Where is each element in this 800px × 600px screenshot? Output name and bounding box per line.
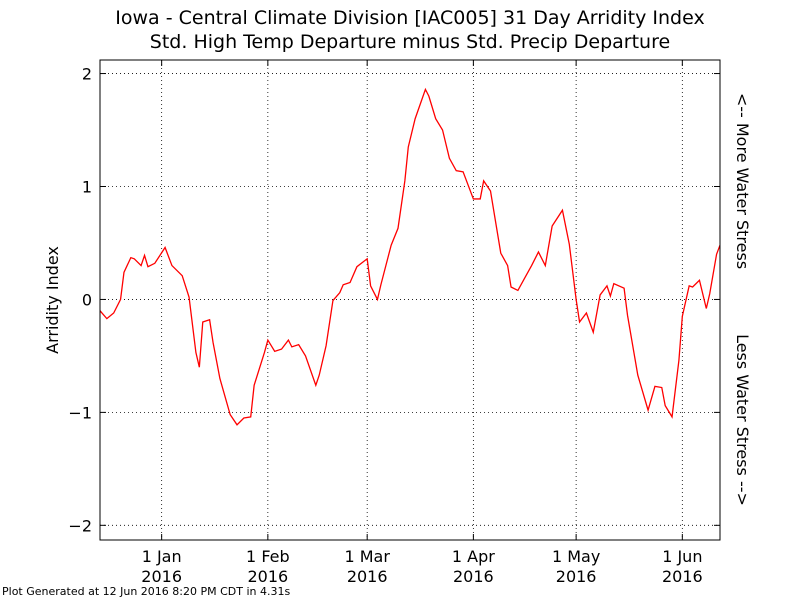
data-line: [100, 87, 720, 426]
x-tick-label-line: 1 Jan: [142, 547, 182, 566]
y-tick-label: −2: [68, 516, 92, 535]
x-tick-label-line: 1 Feb: [246, 547, 290, 566]
chart-subtitle: Std. High Temp Departure minus Std. Prec…: [150, 31, 670, 53]
plot-frame: [99, 59, 721, 541]
y-tick-label: 1: [82, 177, 92, 196]
x-tick-label-line: 2016: [141, 567, 182, 586]
x-tick-label-line: 1 Mar: [344, 547, 390, 566]
x-tick-label-line: 2016: [453, 567, 494, 586]
x-tick-label: 1 Apr 2016: [452, 547, 495, 586]
x-tick-label-line: 2016: [662, 567, 703, 586]
y-axis-label: Arridity Index: [43, 246, 62, 354]
annotation: Less Water Stress -->: [733, 334, 752, 506]
footer: Plot Generated at 12 Jun 2016 8:20 PM CD…: [2, 585, 291, 598]
x-tick-label-line: 2016: [556, 567, 597, 586]
x-tick-label: 1 Feb 2016: [246, 547, 290, 586]
annotation: <-- More Water Stress: [733, 93, 752, 269]
x-tick-label: 1 Jun 2016: [662, 547, 703, 586]
x-tick-label-line: 2016: [347, 567, 388, 586]
x-tick-label-line: 1 Apr: [452, 547, 495, 566]
x-tick-label-line: 1 Jun: [662, 547, 702, 566]
y-tick-label: 2: [82, 65, 92, 84]
chart-title: Iowa - Central Climate Division [IAC005]…: [115, 7, 704, 29]
y-tick-label: −1: [68, 403, 92, 422]
x-tick-label: 1 Mar 2016: [344, 547, 390, 586]
x-tick-label: 1 Jan 2016: [141, 547, 182, 586]
x-tick-label: 1 May 2016: [552, 547, 600, 586]
x-tick-label-line: 1 May: [552, 547, 600, 566]
y-tick-label: 0: [82, 290, 92, 309]
x-tick-label-line: 2016: [247, 567, 288, 586]
